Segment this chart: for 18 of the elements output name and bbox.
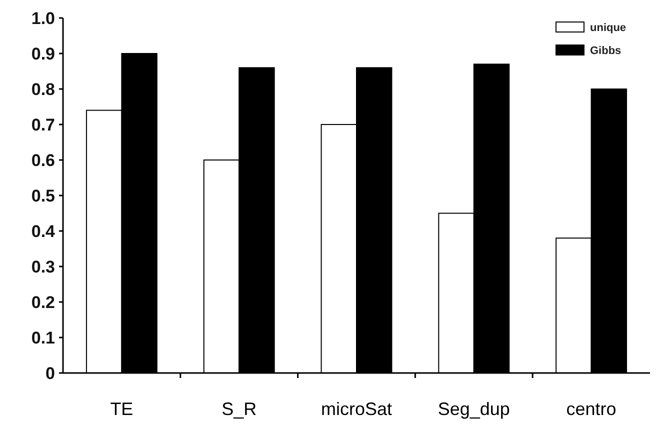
y-tick-label: 0.7 [31,115,55,134]
y-tick-label: 0.9 [31,44,55,64]
y-tick-label: 0.5 [31,186,55,206]
x-tick-label: centro [566,399,616,419]
y-tick-label: 0.8 [31,80,55,99]
y-tick-label: 0.2 [31,292,55,312]
x-tick-label: Seg_dup [438,399,510,419]
legend-label: Gibbs [590,45,622,57]
x-tick-label: TE [110,399,134,419]
legend-label: unique [590,22,626,34]
y-tick-label: 0.3 [31,257,55,276]
y-tick-label: 1.0 [31,8,55,28]
y-tick-label: 0.1 [31,328,55,348]
x-tick-label: microSat [320,399,392,419]
y-tick-label: 0 [46,364,55,383]
y-tick-label: 0.4 [31,222,56,241]
y-tick-label: 0.6 [31,150,55,170]
x-tick-label: S_R [222,399,257,419]
